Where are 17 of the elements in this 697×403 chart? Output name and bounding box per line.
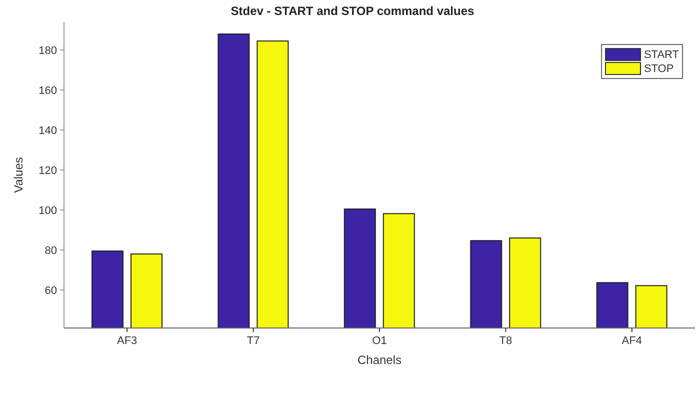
x-tick-label: T7	[246, 334, 260, 347]
y-tick-label: 100	[38, 204, 57, 217]
chart-title: Stdev - START and STOP command values	[230, 4, 476, 18]
legend-label: STOP	[644, 62, 674, 74]
y-tick-label: 180	[38, 44, 57, 57]
legend-label: START	[644, 48, 679, 60]
y-tick-label: 80	[44, 244, 57, 257]
y-tick-label: 140	[38, 124, 57, 137]
x-tick-label: O1	[372, 334, 387, 347]
x-tick-label: AF4	[622, 334, 642, 347]
y-tick-label: 120	[38, 164, 57, 177]
y-tick-label: 160	[38, 84, 57, 97]
x-tick-label: AF3	[117, 334, 138, 347]
y-axis-title: Values	[11, 157, 26, 193]
y-tick-label: 60	[44, 284, 57, 297]
x-axis-title: Chanels	[357, 353, 402, 367]
x-tick-label: T8	[499, 334, 512, 347]
